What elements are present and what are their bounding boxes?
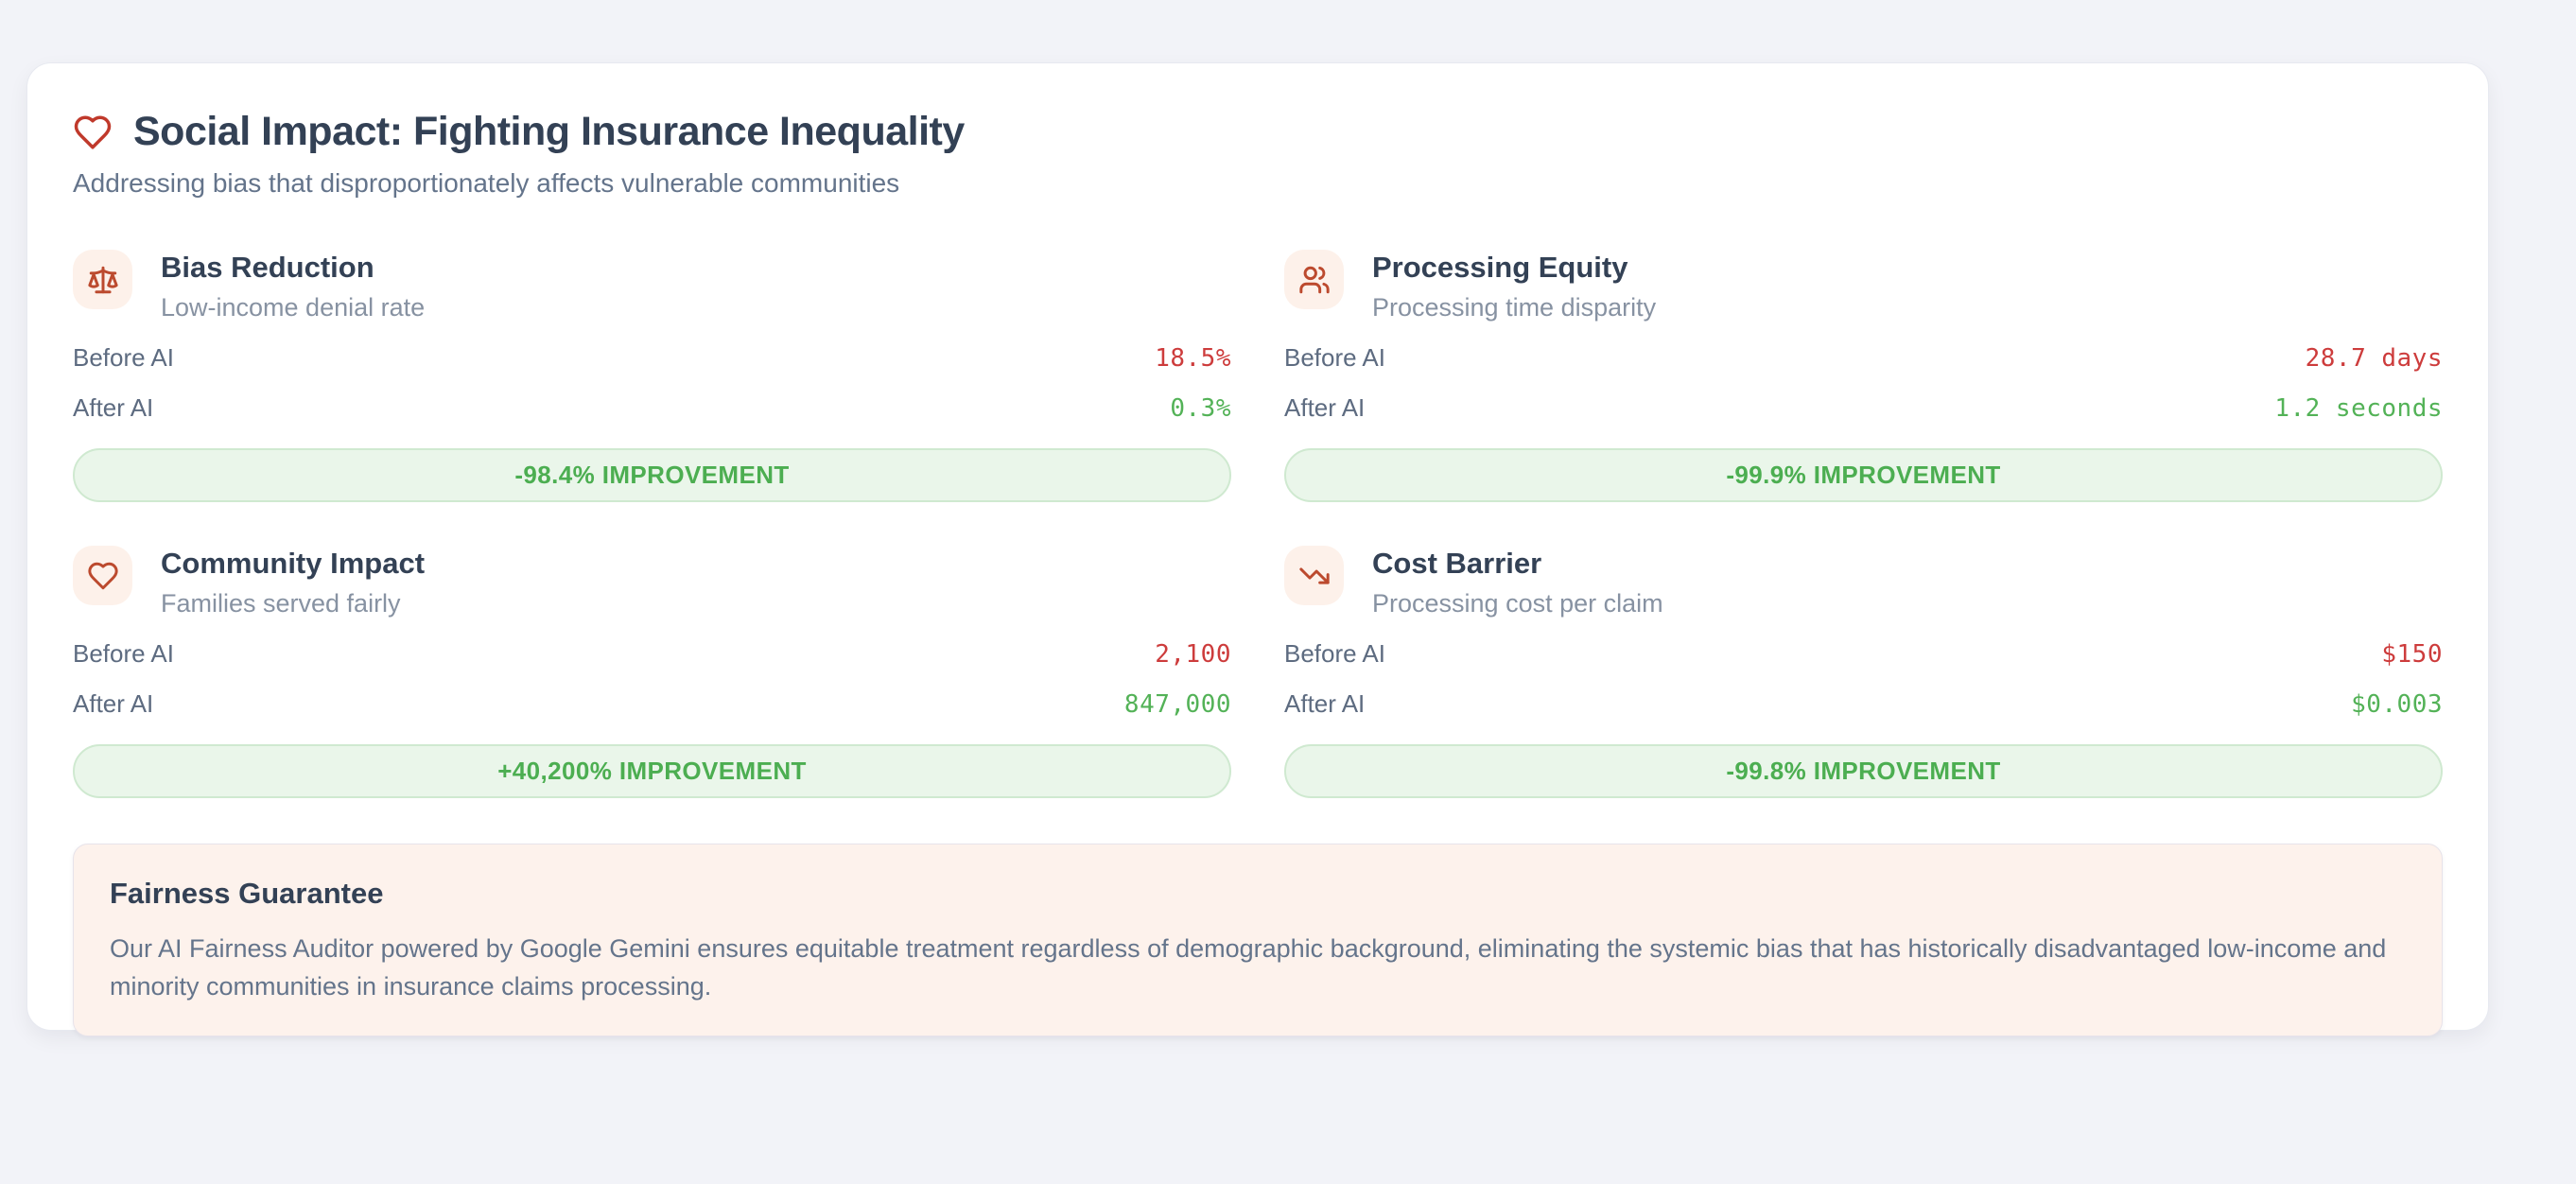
metric-card-community-impact: Community Impact Families served fairly … <box>73 546 1231 798</box>
fairness-guarantee-title: Fairness Guarantee <box>110 877 384 910</box>
before-ai-row: Before AI 2,100 <box>73 629 1231 679</box>
before-ai-value: 18.5% <box>1155 343 1231 373</box>
trending-down-icon <box>1284 546 1344 605</box>
metric-card-cost-barrier: Cost Barrier Processing cost per claim B… <box>1284 546 2443 798</box>
page-header: Social Impact: Fighting Insurance Inequa… <box>73 109 2443 155</box>
metrics-grid: Bias Reduction Low-income denial rate Be… <box>73 250 2443 798</box>
metric-rows: Before AI 2,100 After AI 847,000 <box>73 629 1231 729</box>
metric-head: Bias Reduction Low-income denial rate <box>73 250 1231 323</box>
after-ai-row: After AI 1.2 seconds <box>1284 383 2443 433</box>
heart-icon <box>73 546 132 605</box>
users-icon <box>1284 250 1344 309</box>
before-ai-value: 2,100 <box>1155 639 1231 669</box>
improvement-badge: -99.8% IMPROVEMENT <box>1284 744 2443 798</box>
page-title: Social Impact: Fighting Insurance Inequa… <box>133 109 965 154</box>
after-ai-value: 1.2 seconds <box>2274 393 2443 423</box>
after-ai-row: After AI 847,000 <box>73 679 1231 729</box>
metric-head-text: Community Impact Families served fairly <box>161 546 425 619</box>
metric-subtitle: Processing cost per claim <box>1372 589 1663 618</box>
metric-title: Community Impact <box>161 547 426 580</box>
before-ai-value: $150 <box>2381 639 2443 669</box>
before-ai-label: Before AI <box>73 639 174 668</box>
before-ai-row: Before AI $150 <box>1284 629 2443 679</box>
fairness-guarantee-box: Fairness Guarantee Our AI Fairness Audit… <box>73 844 2443 1036</box>
after-ai-label: After AI <box>1284 689 1366 718</box>
after-ai-label: After AI <box>73 393 154 422</box>
heart-icon <box>74 115 112 148</box>
before-ai-row: Before AI 18.5% <box>73 333 1231 383</box>
after-ai-row: After AI 0.3% <box>73 383 1231 433</box>
metric-head: Community Impact Families served fairly <box>73 546 1231 619</box>
metric-head-text: Processing Equity Processing time dispar… <box>1372 250 1656 323</box>
after-ai-value: 0.3% <box>1170 393 1231 423</box>
after-ai-label: After AI <box>73 689 154 718</box>
social-impact-panel: Social Impact: Fighting Insurance Inequa… <box>26 62 2489 1036</box>
metric-subtitle: Families served fairly <box>161 589 401 618</box>
improvement-badge: -98.4% IMPROVEMENT <box>73 448 1231 502</box>
after-ai-value: $0.003 <box>2351 689 2443 719</box>
before-ai-value: 28.7 days <box>2305 343 2443 373</box>
metric-rows: Before AI 28.7 days After AI 1.2 seconds <box>1284 333 2443 433</box>
metric-subtitle: Processing time disparity <box>1372 293 1657 322</box>
after-ai-value: 847,000 <box>1123 689 1231 719</box>
metric-rows: Before AI $150 After AI $0.003 <box>1284 629 2443 729</box>
scale-icon <box>73 250 132 309</box>
metric-head-text: Cost Barrier Processing cost per claim <box>1372 546 1663 619</box>
metric-head: Cost Barrier Processing cost per claim <box>1284 546 2443 619</box>
before-ai-row: Before AI 28.7 days <box>1284 333 2443 383</box>
metric-subtitle: Low-income denial rate <box>161 293 426 322</box>
before-ai-label: Before AI <box>1284 343 1385 372</box>
metric-title: Processing Equity <box>1372 251 1628 284</box>
metric-title: Cost Barrier <box>1372 547 1542 580</box>
metric-title: Bias Reduction <box>161 251 374 284</box>
metric-card-bias-reduction: Bias Reduction Low-income denial rate Be… <box>73 250 1231 502</box>
before-ai-label: Before AI <box>73 343 174 372</box>
after-ai-label: After AI <box>1284 393 1366 422</box>
page-subtitle: Addressing bias that disproportionately … <box>73 168 900 198</box>
improvement-badge: -99.9% IMPROVEMENT <box>1284 448 2443 502</box>
fairness-guarantee-body: Our AI Fairness Auditor powered by Googl… <box>110 934 2387 1001</box>
metric-head-text: Bias Reduction Low-income denial rate <box>161 250 425 323</box>
before-ai-label: Before AI <box>1284 639 1385 668</box>
metric-card-processing-equity: Processing Equity Processing time dispar… <box>1284 250 2443 502</box>
after-ai-row: After AI $0.003 <box>1284 679 2443 729</box>
improvement-badge: +40,200% IMPROVEMENT <box>73 744 1231 798</box>
metric-head: Processing Equity Processing time dispar… <box>1284 250 2443 323</box>
metric-rows: Before AI 18.5% After AI 0.3% <box>73 333 1231 433</box>
